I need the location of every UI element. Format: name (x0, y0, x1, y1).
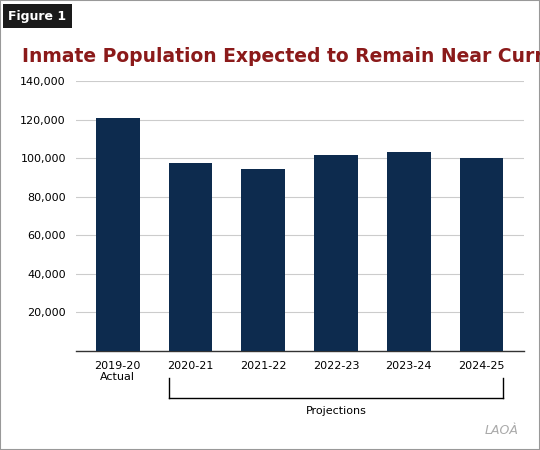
Text: Projections: Projections (306, 406, 367, 416)
Text: Figure 1: Figure 1 (8, 10, 66, 23)
Bar (314, 155, 358, 351)
Bar (96, 117, 140, 351)
Bar (241, 169, 285, 351)
Bar (168, 163, 212, 351)
Bar (387, 153, 431, 351)
Bar (460, 158, 503, 351)
Text: LAOÀ: LAOÀ (484, 423, 518, 436)
Text: Inmate Population Expected to Remain Near Current Low: Inmate Population Expected to Remain Nea… (22, 47, 540, 66)
